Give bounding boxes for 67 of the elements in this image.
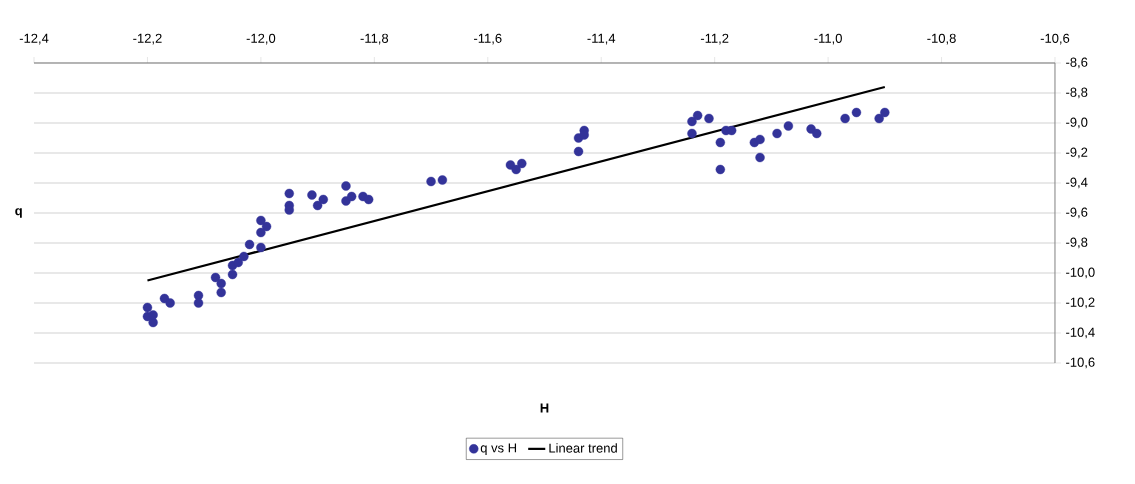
- x-tick-label: -11,6: [474, 33, 502, 45]
- legend-label: Linear trend: [549, 443, 617, 453]
- y-tick-label: -10,6: [1066, 357, 1095, 369]
- point: [284, 188, 294, 199]
- point: [840, 113, 850, 124]
- point: [783, 121, 794, 131]
- point: [812, 128, 822, 139]
- point: [210, 272, 221, 283]
- point: [227, 269, 238, 280]
- point: [755, 134, 765, 145]
- point: [307, 190, 317, 200]
- point: [851, 107, 862, 118]
- point: [261, 221, 272, 232]
- point: [341, 181, 351, 191]
- point: [755, 152, 765, 163]
- point: [148, 310, 158, 320]
- point: [318, 194, 328, 205]
- point: [256, 215, 266, 226]
- point: [687, 116, 697, 127]
- x-axis-title: H: [540, 403, 549, 413]
- point: [239, 251, 249, 262]
- point: [692, 110, 703, 121]
- x-tick-label: -12,2: [133, 33, 162, 45]
- point: [312, 200, 323, 211]
- point: [437, 175, 448, 185]
- point: [233, 257, 243, 268]
- point: [256, 227, 266, 238]
- x-tick-label: -10,8: [927, 33, 956, 45]
- point: [772, 128, 782, 139]
- y-tick-label: -8,8: [1066, 87, 1088, 99]
- y-axis-title: q: [15, 208, 22, 218]
- point: [363, 194, 374, 205]
- point: [687, 128, 697, 139]
- point: [193, 298, 204, 308]
- legend-label: q vs H: [480, 443, 517, 456]
- point: [256, 242, 266, 253]
- x-tick-label: -11,4: [587, 33, 616, 45]
- point: [874, 113, 884, 124]
- y-tick-label: -9,8: [1066, 237, 1088, 249]
- point: [880, 107, 890, 118]
- point: [216, 287, 226, 298]
- x-tick-label: -12,4: [19, 33, 49, 45]
- point: [573, 146, 584, 157]
- point: [511, 164, 521, 175]
- y-tick-label: -9,4: [1066, 177, 1088, 189]
- y-tick-label: -9,2: [1066, 147, 1088, 159]
- y-tick-label: -8,6: [1066, 57, 1088, 69]
- point: [244, 239, 255, 250]
- point: [517, 158, 527, 169]
- y-tick-label: -10,4: [1066, 327, 1095, 339]
- y-tick-label: -10,0: [1066, 267, 1095, 279]
- x-tick-label: -11,8: [360, 33, 389, 45]
- x-tick-label: -11,2: [700, 33, 729, 45]
- point: [346, 191, 357, 202]
- point: [142, 302, 153, 313]
- y-tick-label: -9,0: [1066, 117, 1088, 129]
- y-tick-label: -10,2: [1066, 297, 1095, 309]
- point: [426, 176, 436, 187]
- x-tick-label: -11,0: [814, 33, 842, 45]
- point: [715, 137, 726, 148]
- point: [704, 113, 714, 124]
- x-tick-label: -12,0: [246, 33, 276, 45]
- point: [715, 164, 726, 175]
- point: [165, 298, 175, 308]
- x-tick-label: -10,6: [1040, 33, 1070, 45]
- point: [216, 278, 226, 289]
- y-tick-label: -9,6: [1066, 207, 1088, 219]
